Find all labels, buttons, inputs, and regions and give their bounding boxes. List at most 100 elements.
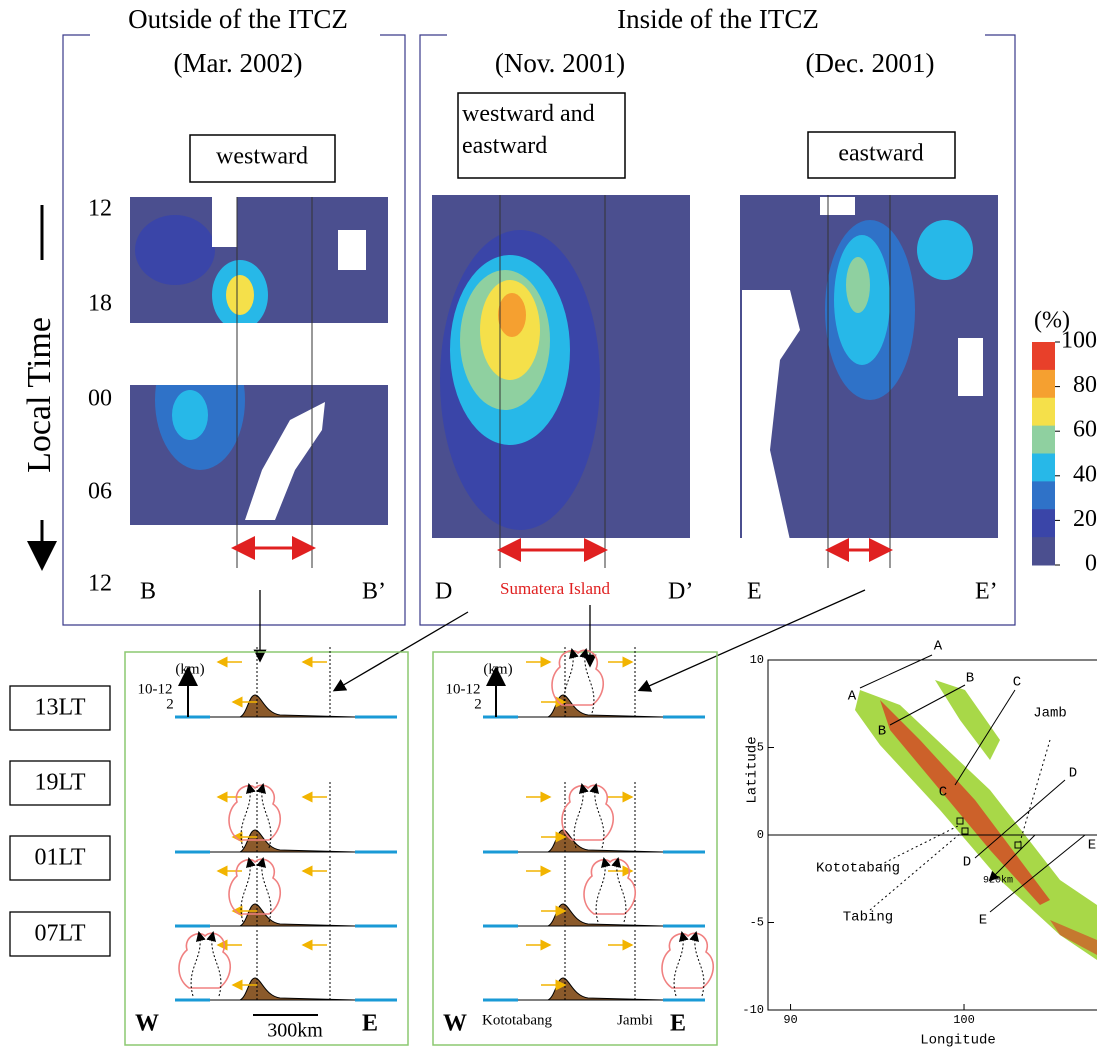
- colorbar-label: 60: [1073, 417, 1097, 443]
- time-box: [9, 835, 111, 881]
- land: [518, 903, 664, 927]
- updraft: [595, 857, 611, 923]
- colorbar-label: 20: [1073, 506, 1097, 532]
- direction: westward: [216, 144, 308, 170]
- time-box: [9, 685, 111, 731]
- height-low: 2: [474, 696, 482, 712]
- group-frame: [419, 34, 1016, 626]
- cloud: [583, 858, 636, 915]
- missing: [958, 338, 983, 396]
- group-frame: [62, 34, 406, 626]
- updraft: [256, 783, 272, 849]
- section-line: [954, 689, 1016, 786]
- colorbar-label: 80: [1073, 372, 1097, 398]
- west: W: [135, 1011, 159, 1037]
- updraft: [256, 857, 272, 923]
- section-end: E: [747, 579, 762, 605]
- land: [210, 903, 356, 927]
- updraft: [240, 783, 256, 849]
- updraft: [240, 857, 256, 923]
- missing: [338, 230, 366, 270]
- section-end: B’: [362, 579, 386, 605]
- land: [210, 829, 356, 853]
- diagram-frame: [124, 651, 409, 1046]
- rainfall: [880, 700, 1050, 905]
- x-axis-label: Longitude: [920, 1033, 996, 1049]
- time-ticks: 12 18 00 06 12: [88, 196, 112, 597]
- updraft: [206, 931, 222, 997]
- direction: eastward: [838, 141, 923, 167]
- y-axis-label: Latitude: [745, 736, 761, 803]
- colorbar-label: 0: [1085, 551, 1097, 577]
- connector: [637, 589, 866, 692]
- land: [518, 694, 664, 718]
- land: [518, 829, 664, 853]
- site: [961, 827, 969, 835]
- time-label: 13LT: [34, 695, 85, 721]
- land: [210, 977, 356, 1001]
- section-line: [859, 654, 933, 689]
- height-top: 10-12: [446, 681, 481, 697]
- time-box: [9, 760, 111, 806]
- map-label: C: [1013, 675, 1021, 691]
- west: W: [443, 1011, 467, 1037]
- colorbar-step: [1032, 481, 1055, 510]
- section-line: [974, 779, 1066, 859]
- section-line: [989, 834, 1086, 913]
- height-low: 2: [166, 696, 174, 712]
- site-west: Kototabang: [482, 1012, 552, 1028]
- site-east: Jambi: [617, 1012, 653, 1028]
- hovmoller-panel: [432, 195, 690, 568]
- y-tick-label: -10: [742, 1003, 764, 1017]
- missing: [212, 197, 237, 247]
- missing: [130, 323, 388, 385]
- rainfall: [1050, 920, 1097, 955]
- period: (Nov. 2001): [495, 48, 625, 78]
- map-label: 920km: [983, 875, 1013, 887]
- field: [135, 215, 215, 285]
- map-label: Jamb: [1033, 706, 1067, 722]
- connectors: [253, 589, 866, 692]
- time-tick: 00: [88, 386, 112, 412]
- missing: [432, 538, 690, 568]
- updraft: [689, 931, 705, 997]
- map-label: B: [966, 671, 974, 687]
- group-title: Outside of the ITCZ: [128, 4, 348, 34]
- east: E: [362, 1011, 378, 1037]
- time-tick: 12: [88, 196, 112, 222]
- direction: westward and eastward: [462, 101, 595, 159]
- label-box: [457, 92, 626, 179]
- section-end: D’: [668, 579, 693, 605]
- colorbar-label: 40: [1073, 461, 1097, 487]
- colorbar-label: 100: [1061, 328, 1097, 354]
- missing: [742, 290, 800, 540]
- updraft: [579, 648, 595, 714]
- x-tick-label: 90: [783, 1013, 797, 1027]
- colorbar-step: [1032, 537, 1055, 566]
- time-label: 07LT: [34, 921, 85, 947]
- label-box: [189, 134, 336, 183]
- y-tick-label: 10: [750, 653, 764, 667]
- section-end: E’: [975, 579, 998, 605]
- missing: [245, 402, 325, 520]
- land: [210, 694, 356, 718]
- field: [226, 275, 254, 315]
- east: E: [670, 1011, 686, 1037]
- time-axis-label: Local Time: [21, 317, 58, 473]
- updraft: [190, 931, 206, 997]
- time-tick: 06: [88, 479, 112, 505]
- pointer: [869, 831, 963, 911]
- map-label: E: [1088, 838, 1096, 854]
- time-tick: 12: [88, 571, 112, 597]
- colorbar-step: [1032, 369, 1055, 399]
- site: [1014, 841, 1022, 849]
- distance-arrow: [988, 834, 1036, 882]
- height-unit: (km): [483, 661, 512, 677]
- updraft: [563, 648, 579, 714]
- map-label: A: [934, 639, 943, 655]
- scale-label: 300km: [267, 1020, 323, 1042]
- colorbar: 0 20 40 60 80 100: [1032, 328, 1097, 577]
- section-line: [889, 684, 966, 726]
- time-label: 19LT: [34, 770, 85, 796]
